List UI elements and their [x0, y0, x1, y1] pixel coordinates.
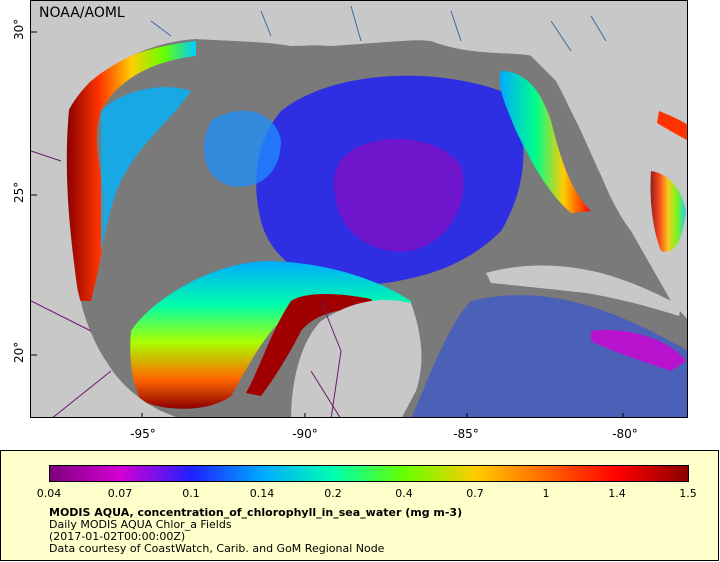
texas-shelf [66, 41, 197, 301]
legend-title: MODIS AQUA, concentration_of_chlorophyll… [49, 506, 463, 519]
lat-tick-20: 20° [12, 341, 26, 363]
colorbar-tick: 0.7 [466, 487, 484, 500]
colorbar [49, 465, 689, 482]
lon-tick-95: -95° [130, 427, 156, 441]
deep-water-blue-patch [203, 110, 281, 187]
bahamas-bank [650, 171, 686, 252]
border-lines [31, 150, 342, 417]
west-florida-shelf [499, 71, 591, 213]
colorbar-tick: 0.14 [249, 487, 275, 500]
colorbar-tick: 1.4 [608, 487, 626, 500]
colorbar-tick: 1.5 [679, 487, 697, 500]
land-mexico [31, 131, 176, 417]
land-yucatan [291, 300, 422, 417]
agency-label: NOAA/AOML [39, 5, 125, 21]
land-florida [591, 39, 676, 206]
colorbar-tick: 0.04 [36, 487, 62, 500]
legend-panel: 0.04 0.07 0.1 0.14 0.2 0.4 0.7 1 1.4 1.5… [0, 450, 719, 561]
map-frame: NOAA/AOML [30, 0, 688, 418]
florida-atlantic-strip [657, 111, 687, 140]
caribbean-purple [591, 330, 686, 371]
colorbar-tick: 0.2 [324, 487, 342, 500]
caribbean-water [411, 295, 687, 417]
legend-subtitle: Daily MODIS AQUA Chlor_a Fields [49, 518, 232, 531]
lon-tick-80: -80° [612, 427, 638, 441]
chlorophyll-map [31, 1, 687, 417]
legend-date: (2017-01-02T00:00:00Z) [49, 530, 186, 543]
river-lines [150, 5, 607, 52]
texas-shelf-offshore [101, 87, 191, 251]
land-us-gulf-coast [31, 1, 687, 261]
legend-credit: Data courtesy of CoastWatch, Carib. and … [49, 542, 385, 555]
yucatan-coast-red [246, 294, 376, 396]
colorbar-tick: 1 [542, 487, 550, 500]
colorbar-tick: 0.1 [182, 487, 200, 500]
deep-water-purple [334, 139, 464, 252]
lon-tick-90: -90° [292, 427, 318, 441]
land-cuba [486, 265, 681, 316]
lat-tick-30: 30° [12, 18, 26, 40]
colorbar-tick: 0.4 [395, 487, 413, 500]
colorbar-tick: 0.07 [107, 487, 133, 500]
lon-tick-85: -85° [453, 427, 479, 441]
lat-tick-25: 25° [12, 181, 26, 203]
